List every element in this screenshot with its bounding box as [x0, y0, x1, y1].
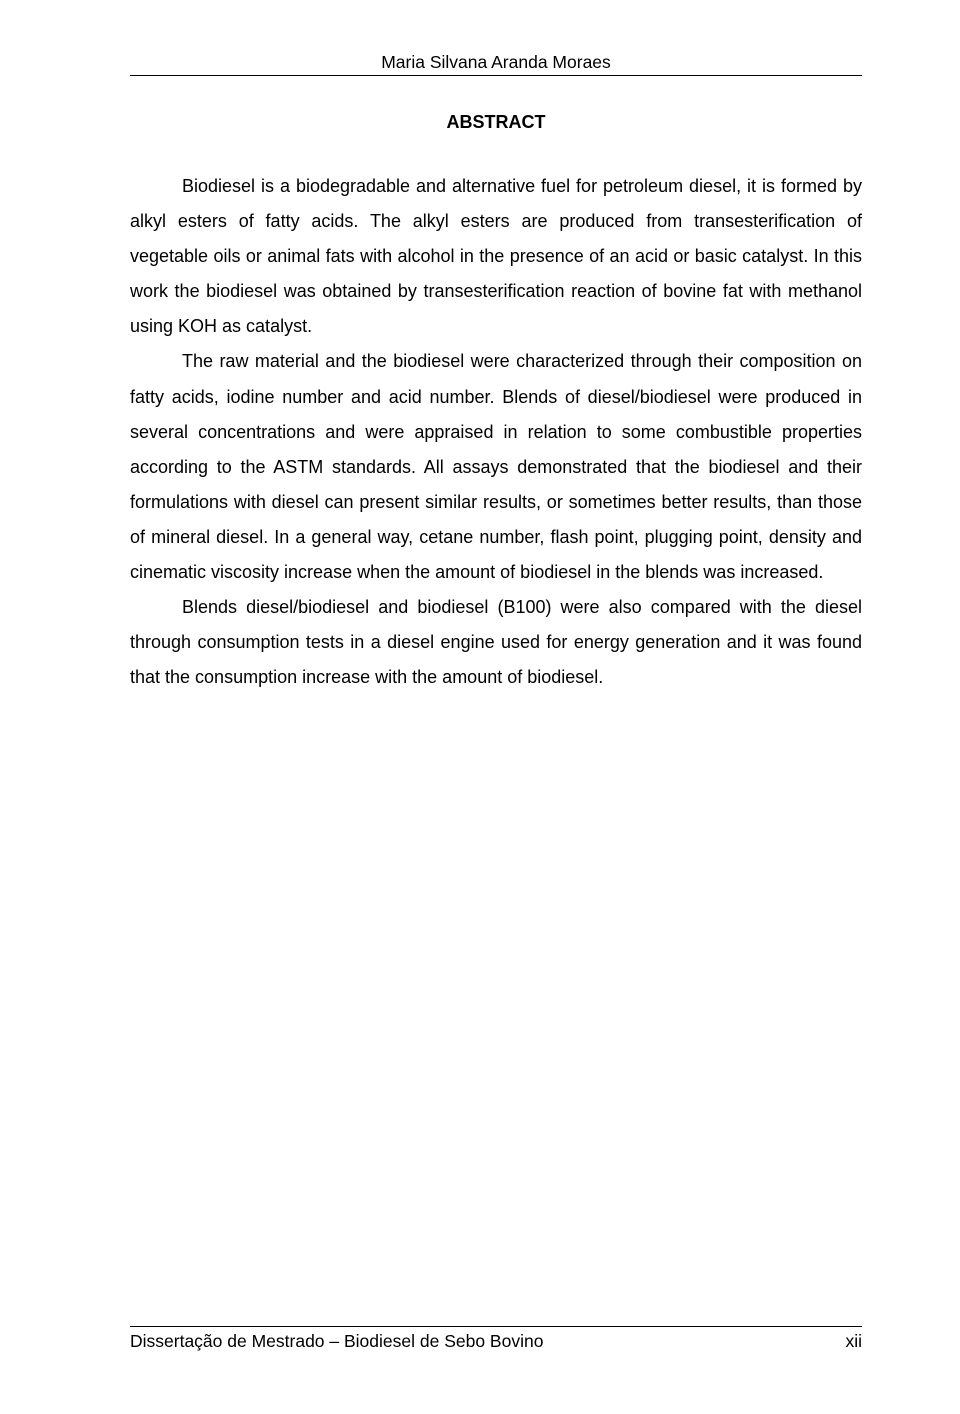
footer-left: Dissertação de Mestrado – Biodiesel de S… — [130, 1331, 543, 1352]
abstract-paragraph: Biodiesel is a biodegradable and alterna… — [130, 169, 862, 344]
author-name: Maria Silvana Aranda Moraes — [130, 52, 862, 73]
header-rule: Maria Silvana Aranda Moraes — [130, 52, 862, 76]
abstract-paragraph: Blends diesel/biodiesel and biodiesel (B… — [130, 590, 862, 695]
page-number: xii — [845, 1331, 862, 1352]
footer: Dissertação de Mestrado – Biodiesel de S… — [130, 1326, 862, 1352]
abstract-paragraph: The raw material and the biodiesel were … — [130, 344, 862, 590]
abstract-body: Biodiesel is a biodegradable and alterna… — [130, 169, 862, 695]
abstract-title: ABSTRACT — [130, 112, 862, 133]
